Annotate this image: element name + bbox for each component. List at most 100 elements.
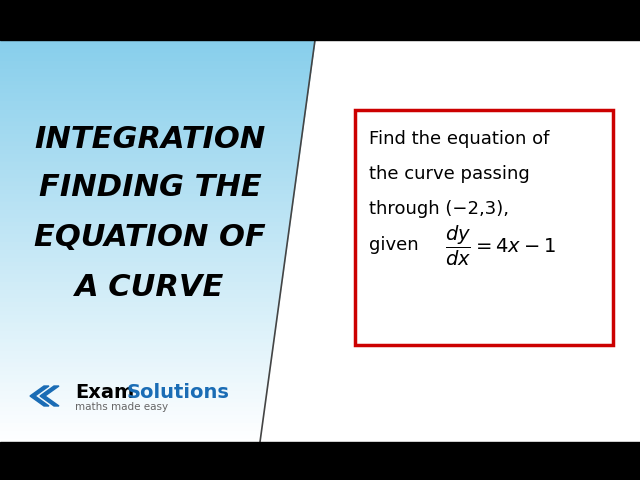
Polygon shape <box>0 337 275 341</box>
Polygon shape <box>0 100 307 104</box>
Polygon shape <box>0 245 287 249</box>
Polygon shape <box>0 430 262 434</box>
Polygon shape <box>0 382 268 386</box>
Polygon shape <box>0 354 272 358</box>
Polygon shape <box>0 341 274 346</box>
Polygon shape <box>0 265 284 269</box>
Polygon shape <box>0 76 310 80</box>
Polygon shape <box>0 426 262 430</box>
Text: EQUATION OF: EQUATION OF <box>34 224 266 252</box>
Bar <box>0 0 640 40</box>
Polygon shape <box>0 168 298 173</box>
Polygon shape <box>40 386 59 406</box>
Polygon shape <box>0 410 264 414</box>
Polygon shape <box>0 116 305 120</box>
Polygon shape <box>0 398 266 402</box>
Polygon shape <box>0 277 282 281</box>
Bar <box>0 40 640 442</box>
Polygon shape <box>0 394 267 398</box>
Polygon shape <box>0 325 276 329</box>
Polygon shape <box>0 144 301 148</box>
Polygon shape <box>0 358 271 361</box>
Polygon shape <box>0 185 295 189</box>
Text: A CURVE: A CURVE <box>76 274 225 302</box>
Polygon shape <box>0 438 260 442</box>
Polygon shape <box>0 414 264 418</box>
Polygon shape <box>0 120 304 124</box>
Polygon shape <box>0 92 308 96</box>
Polygon shape <box>0 193 294 197</box>
Polygon shape <box>0 177 296 180</box>
Text: INTEGRATION: INTEGRATION <box>35 125 266 155</box>
Polygon shape <box>0 390 267 394</box>
Text: the curve passing: the curve passing <box>369 165 530 183</box>
Polygon shape <box>0 108 306 112</box>
Polygon shape <box>0 281 282 285</box>
Polygon shape <box>0 261 285 265</box>
Polygon shape <box>0 366 271 370</box>
Polygon shape <box>0 378 269 382</box>
Polygon shape <box>0 313 278 317</box>
Bar <box>355 110 613 345</box>
Polygon shape <box>0 80 310 84</box>
Polygon shape <box>0 124 303 129</box>
Polygon shape <box>0 253 286 257</box>
Polygon shape <box>0 422 263 426</box>
Polygon shape <box>0 233 289 237</box>
Text: maths made easy: maths made easy <box>75 402 168 412</box>
Polygon shape <box>0 104 306 108</box>
Polygon shape <box>0 241 287 245</box>
Polygon shape <box>0 406 265 410</box>
Polygon shape <box>0 373 269 378</box>
Polygon shape <box>0 201 293 205</box>
Text: FINDING THE: FINDING THE <box>38 173 261 203</box>
Polygon shape <box>0 305 278 309</box>
Polygon shape <box>0 349 273 354</box>
Polygon shape <box>0 221 291 225</box>
Polygon shape <box>0 370 270 373</box>
Polygon shape <box>0 225 290 229</box>
Polygon shape <box>0 189 294 193</box>
Polygon shape <box>0 129 303 132</box>
Polygon shape <box>0 213 291 217</box>
Polygon shape <box>0 209 292 213</box>
Polygon shape <box>0 64 312 68</box>
Polygon shape <box>0 60 312 64</box>
Polygon shape <box>0 309 278 313</box>
Polygon shape <box>0 72 310 76</box>
Polygon shape <box>0 386 268 390</box>
Polygon shape <box>0 205 292 209</box>
Polygon shape <box>0 88 308 92</box>
Text: $\dfrac{dy}{dx} = 4x - 1$: $\dfrac{dy}{dx} = 4x - 1$ <box>445 224 556 267</box>
Polygon shape <box>0 297 280 301</box>
Polygon shape <box>0 148 300 153</box>
Polygon shape <box>0 48 314 52</box>
Polygon shape <box>0 96 307 100</box>
Bar <box>0 442 640 480</box>
Polygon shape <box>0 257 285 261</box>
Polygon shape <box>0 329 275 334</box>
Polygon shape <box>0 112 305 116</box>
Polygon shape <box>30 386 49 406</box>
Polygon shape <box>0 141 301 144</box>
Polygon shape <box>0 40 315 44</box>
Polygon shape <box>0 317 277 322</box>
Polygon shape <box>0 173 297 177</box>
Polygon shape <box>0 156 299 161</box>
Polygon shape <box>0 229 289 233</box>
Polygon shape <box>0 285 282 289</box>
Polygon shape <box>0 132 302 136</box>
Polygon shape <box>0 52 314 56</box>
Polygon shape <box>0 237 288 241</box>
Text: Find the equation of: Find the equation of <box>369 130 549 148</box>
Polygon shape <box>0 180 296 185</box>
Polygon shape <box>0 197 294 201</box>
Polygon shape <box>0 346 273 349</box>
Polygon shape <box>0 84 309 88</box>
Polygon shape <box>0 269 284 273</box>
Polygon shape <box>0 334 275 337</box>
Polygon shape <box>0 273 283 277</box>
Polygon shape <box>0 44 314 48</box>
Polygon shape <box>0 293 280 297</box>
Text: given: given <box>369 237 419 254</box>
